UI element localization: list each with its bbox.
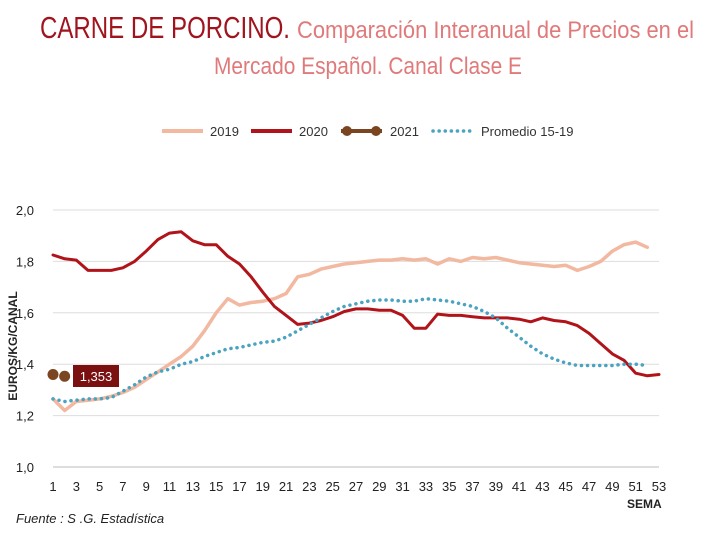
legend-item-2019: 2019 [162,124,239,139]
chart-title-sub-1: Comparación Interanual de Precios en el [297,17,694,44]
y-tick-label: 1,8 [16,254,34,269]
x-tick-label: 23 [302,479,316,494]
series-lines [47,230,661,413]
y-tick-label: 1,2 [16,409,34,424]
x-tick-label: 11 [163,479,177,494]
value-annotation-box [73,365,119,387]
y-axis-ticks: 1,0 1,2 1,4 1,6 1,8 2,0 [16,203,34,475]
x-tick-label: 1 [49,479,56,494]
x-tick-label: 45 [559,479,573,494]
x-tick-label: 53 [652,479,666,494]
series-line-promedio-15-19 [51,296,650,404]
x-tick-label: 3 [73,479,80,494]
legend-item-2020: 2020 [251,124,328,139]
x-tick-label: 31 [395,479,409,494]
x-tick-label: 9 [143,479,150,494]
legend-item-promedio: Promedio 15-19 [431,124,574,139]
legend-label-promedio: Promedio 15-19 [481,124,574,139]
legend-label-2020: 2020 [299,124,328,139]
x-tick-label: 21 [279,479,293,494]
series-line-2019 [51,240,650,413]
x-tick-label: 49 [605,479,619,494]
x-tick-label: 33 [419,479,433,494]
x-tick-label: 47 [582,479,596,494]
grid [53,209,659,468]
x-axis-label: SEMA [627,497,662,511]
legend-label-2021: 2021 [390,124,419,139]
x-axis-ticks: 1 3 5 7 9 11 13 15 17 19 21 23 25 27 29 31 33 35 37 39 41 43 4… [49,479,666,494]
point-2021-1 [59,370,71,382]
x-tick-label: 41 [512,479,526,494]
x-tick-label: 37 [465,479,479,494]
series-line-2020 [51,230,661,378]
x-tick-label: 19 [256,479,270,494]
x-tick-label: 29 [372,479,386,494]
legend-item-2021: 2021 [341,124,419,139]
x-tick-label: 5 [96,479,103,494]
y-tick-label: 1,0 [16,460,34,475]
source-note: Fuente : S .G. Estadística [16,511,164,526]
chart-title-sub-2: Mercado Español. Canal Clase E [214,53,522,80]
x-tick-label: 51 [628,479,642,494]
y-tick-label: 1,6 [16,306,34,321]
point-2021-0 [47,368,59,380]
x-tick-label: 35 [442,479,456,494]
legend-marker-2021-b [371,126,381,136]
x-tick-label: 17 [232,479,246,494]
legend: 2019 2020 2021 Promedio 15-19 [162,124,574,139]
value-annotation-text: 1,353 [80,369,113,384]
x-tick-label: 7 [119,479,126,494]
y-axis-label: EUROS/KG/CANAL [6,291,20,400]
x-tick-label: 27 [349,479,363,494]
y-tick-label: 2,0 [16,203,34,218]
legend-label-2019: 2019 [210,124,239,139]
chart-title-main: CARNE DE PORCINO. [40,10,290,45]
x-tick-label: 39 [489,479,503,494]
y-tick-label: 1,4 [16,357,34,372]
legend-marker-2021-a [342,126,352,136]
x-tick-label: 13 [186,479,200,494]
x-tick-label: 15 [209,479,223,494]
x-tick-label: 25 [325,479,339,494]
x-tick-label: 43 [535,479,549,494]
value-annotation: 1,353 [73,365,119,387]
